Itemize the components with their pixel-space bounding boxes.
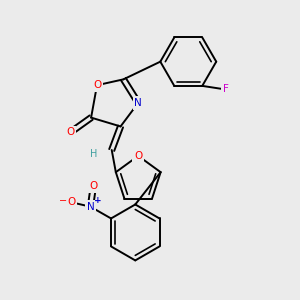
Text: N: N [87, 202, 94, 212]
Text: O: O [67, 197, 75, 207]
Text: O: O [89, 181, 98, 191]
Text: O: O [134, 151, 142, 161]
Text: F: F [223, 84, 229, 94]
Text: N: N [134, 98, 142, 108]
Text: O: O [66, 127, 75, 137]
Text: −: − [59, 196, 67, 206]
Text: +: + [94, 196, 102, 205]
Text: O: O [93, 80, 101, 90]
Text: H: H [90, 149, 98, 159]
